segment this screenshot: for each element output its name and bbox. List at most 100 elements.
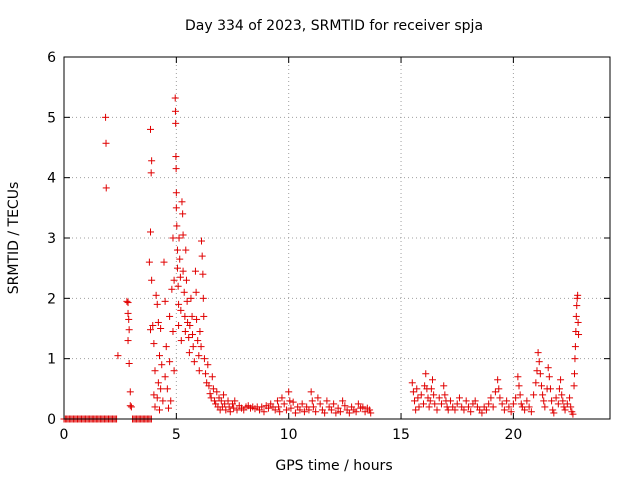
- data-point: [273, 397, 281, 405]
- data-point: [150, 391, 158, 399]
- data-point: [188, 312, 196, 320]
- data-point: [471, 397, 479, 405]
- data-point: [516, 391, 524, 399]
- y-tick-label: 1: [47, 352, 56, 368]
- data-point: [525, 403, 533, 411]
- data-point: [276, 408, 284, 416]
- data-point: [209, 385, 217, 393]
- data-point: [207, 394, 215, 402]
- data-point: [181, 328, 189, 336]
- data-point: [126, 402, 134, 410]
- data-point: [500, 406, 508, 414]
- data-point: [200, 312, 208, 320]
- data-point: [433, 406, 441, 414]
- data-point: [334, 404, 342, 412]
- data-point: [177, 337, 185, 345]
- data-point: [425, 403, 433, 411]
- data-point: [124, 309, 132, 317]
- chart-title: Day 334 of 2023, SRMTID for receiver spj…: [185, 18, 483, 34]
- data-point: [190, 358, 198, 366]
- data-point: [151, 403, 159, 411]
- data-point: [494, 376, 502, 384]
- data-point: [509, 400, 517, 408]
- data-point: [155, 352, 163, 360]
- data-point: [489, 403, 497, 411]
- data-point: [521, 406, 529, 414]
- data-point: [260, 408, 268, 416]
- data-point: [171, 107, 179, 115]
- data-point: [192, 288, 200, 296]
- data-point: [123, 297, 131, 305]
- data-point: [168, 285, 176, 293]
- ticks: 0 5 10 15 20 0 1 2 3 4 5 6: [47, 50, 610, 443]
- data-point: [158, 361, 166, 369]
- data-point: [515, 382, 523, 390]
- data-point: [148, 276, 156, 284]
- data-point: [172, 189, 180, 197]
- data-point: [125, 315, 133, 323]
- data-point: [193, 315, 201, 323]
- data-point: [566, 394, 574, 402]
- data-point: [430, 391, 438, 399]
- data-point: [271, 406, 279, 414]
- data-point: [570, 382, 578, 390]
- y-tick-label: 0: [47, 412, 56, 428]
- data-point: [157, 325, 165, 332]
- data-point: [173, 222, 181, 230]
- data-point: [175, 321, 183, 329]
- data-point: [414, 394, 422, 402]
- data-point: [312, 408, 320, 416]
- data-point: [557, 376, 565, 384]
- data-point: [552, 394, 560, 402]
- data-point: [147, 326, 155, 334]
- data-point: [196, 328, 204, 336]
- data-points: [60, 94, 583, 423]
- data-point: [341, 402, 349, 410]
- data-point: [296, 406, 304, 414]
- data-point: [321, 409, 329, 417]
- data-point: [428, 376, 436, 384]
- data-point: [185, 349, 193, 357]
- data-point: [197, 343, 205, 351]
- data-point: [554, 400, 562, 408]
- data-point: [114, 352, 122, 360]
- x-axis-label: GPS time / hours: [275, 458, 392, 474]
- data-point: [563, 400, 571, 408]
- data-point: [164, 404, 172, 412]
- data-point: [182, 276, 190, 284]
- data-point: [198, 237, 206, 245]
- data-point: [323, 397, 331, 405]
- data-point: [561, 406, 569, 414]
- data-point: [537, 382, 545, 390]
- data-point: [126, 388, 134, 396]
- data-point: [159, 397, 167, 405]
- data-point: [167, 397, 175, 405]
- data-point: [366, 406, 374, 414]
- data-point: [361, 408, 369, 416]
- data-point: [187, 294, 195, 302]
- data-point: [420, 400, 428, 408]
- data-point: [444, 406, 452, 414]
- x-tick-label: 0: [60, 427, 69, 443]
- data-point: [161, 297, 169, 305]
- data-point: [339, 397, 347, 405]
- data-point: [178, 198, 186, 206]
- data-point: [487, 394, 495, 402]
- data-point: [464, 403, 472, 411]
- data-point: [173, 246, 181, 254]
- data-point: [345, 409, 353, 417]
- data-point: [176, 273, 184, 281]
- data-point: [446, 397, 454, 405]
- data-point: [527, 408, 535, 416]
- data-point: [264, 404, 272, 412]
- data-point: [426, 397, 434, 405]
- data-point: [431, 400, 439, 408]
- data-point: [206, 390, 214, 398]
- data-point: [170, 367, 178, 375]
- data-point: [225, 403, 233, 411]
- data-point: [512, 394, 520, 402]
- data-point: [495, 385, 503, 393]
- data-point: [286, 397, 294, 405]
- data-point: [440, 382, 448, 390]
